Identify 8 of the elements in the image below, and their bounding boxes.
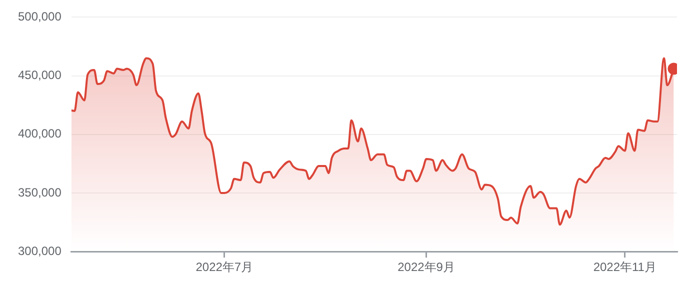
y-tick-label: 500,000 <box>18 10 62 24</box>
x-tick-label: 2022年11月 <box>593 260 656 274</box>
y-tick-label: 300,000 <box>18 244 62 258</box>
x-tick-label: 2022年7月 <box>196 260 254 274</box>
y-tick-label: 350,000 <box>18 185 62 200</box>
y-tick-label: 400,000 <box>18 126 62 141</box>
y-tick-label: 450,000 <box>18 68 62 82</box>
x-tick-label: 2022年9月 <box>398 260 455 274</box>
